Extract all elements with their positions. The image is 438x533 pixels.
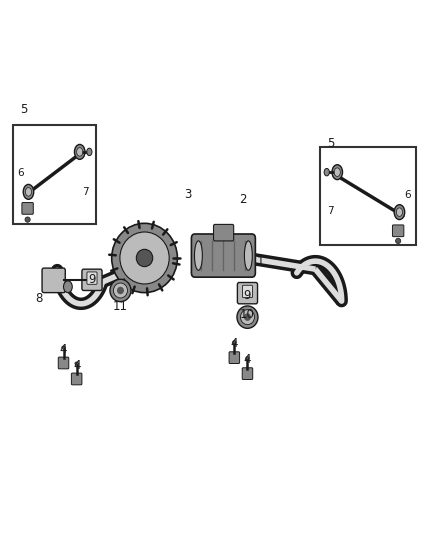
Ellipse shape bbox=[136, 249, 153, 266]
Ellipse shape bbox=[244, 241, 252, 270]
Ellipse shape bbox=[112, 223, 177, 293]
FancyBboxPatch shape bbox=[71, 373, 82, 385]
Ellipse shape bbox=[194, 241, 202, 270]
FancyBboxPatch shape bbox=[237, 282, 258, 304]
FancyBboxPatch shape bbox=[87, 272, 97, 284]
Text: 8: 8 bbox=[36, 292, 43, 305]
Ellipse shape bbox=[244, 313, 251, 321]
Text: 7: 7 bbox=[327, 206, 334, 215]
FancyBboxPatch shape bbox=[191, 234, 255, 277]
FancyBboxPatch shape bbox=[58, 357, 69, 369]
Text: 10: 10 bbox=[240, 308, 255, 321]
FancyBboxPatch shape bbox=[392, 225, 404, 237]
Ellipse shape bbox=[233, 341, 236, 344]
FancyBboxPatch shape bbox=[22, 203, 33, 214]
Ellipse shape bbox=[332, 165, 343, 180]
Text: 4: 4 bbox=[73, 359, 81, 372]
Text: 1: 1 bbox=[257, 255, 265, 268]
Text: 4: 4 bbox=[244, 353, 251, 366]
FancyBboxPatch shape bbox=[243, 285, 252, 297]
Ellipse shape bbox=[334, 168, 340, 176]
Ellipse shape bbox=[74, 144, 85, 159]
Ellipse shape bbox=[117, 287, 124, 294]
Ellipse shape bbox=[75, 362, 78, 365]
Ellipse shape bbox=[396, 238, 401, 244]
FancyBboxPatch shape bbox=[42, 268, 65, 293]
Text: 6: 6 bbox=[18, 168, 25, 178]
Ellipse shape bbox=[110, 279, 131, 302]
FancyBboxPatch shape bbox=[82, 269, 102, 290]
Text: 2: 2 bbox=[239, 193, 247, 206]
Text: 9: 9 bbox=[244, 289, 251, 302]
Ellipse shape bbox=[62, 346, 65, 349]
Ellipse shape bbox=[113, 283, 127, 298]
Text: 11: 11 bbox=[113, 300, 128, 313]
Text: 6: 6 bbox=[404, 190, 411, 199]
FancyBboxPatch shape bbox=[13, 125, 96, 224]
Ellipse shape bbox=[237, 306, 258, 328]
Ellipse shape bbox=[396, 208, 403, 216]
Ellipse shape bbox=[240, 310, 254, 325]
Text: 4: 4 bbox=[230, 337, 238, 350]
Ellipse shape bbox=[25, 188, 32, 196]
FancyBboxPatch shape bbox=[214, 224, 234, 241]
Ellipse shape bbox=[25, 217, 30, 222]
FancyBboxPatch shape bbox=[229, 352, 240, 364]
Ellipse shape bbox=[246, 357, 249, 360]
FancyBboxPatch shape bbox=[242, 368, 253, 379]
Ellipse shape bbox=[394, 205, 405, 220]
FancyBboxPatch shape bbox=[320, 147, 416, 245]
Ellipse shape bbox=[120, 232, 169, 284]
Text: 7: 7 bbox=[82, 187, 89, 197]
Text: 4: 4 bbox=[60, 343, 67, 356]
Ellipse shape bbox=[77, 148, 83, 156]
Ellipse shape bbox=[324, 168, 329, 176]
Ellipse shape bbox=[23, 184, 34, 199]
Text: 9: 9 bbox=[88, 273, 96, 286]
Text: 5: 5 bbox=[327, 138, 334, 150]
Ellipse shape bbox=[87, 148, 92, 156]
Text: 3: 3 bbox=[185, 188, 192, 201]
Text: 5: 5 bbox=[21, 103, 28, 116]
Ellipse shape bbox=[64, 281, 72, 293]
